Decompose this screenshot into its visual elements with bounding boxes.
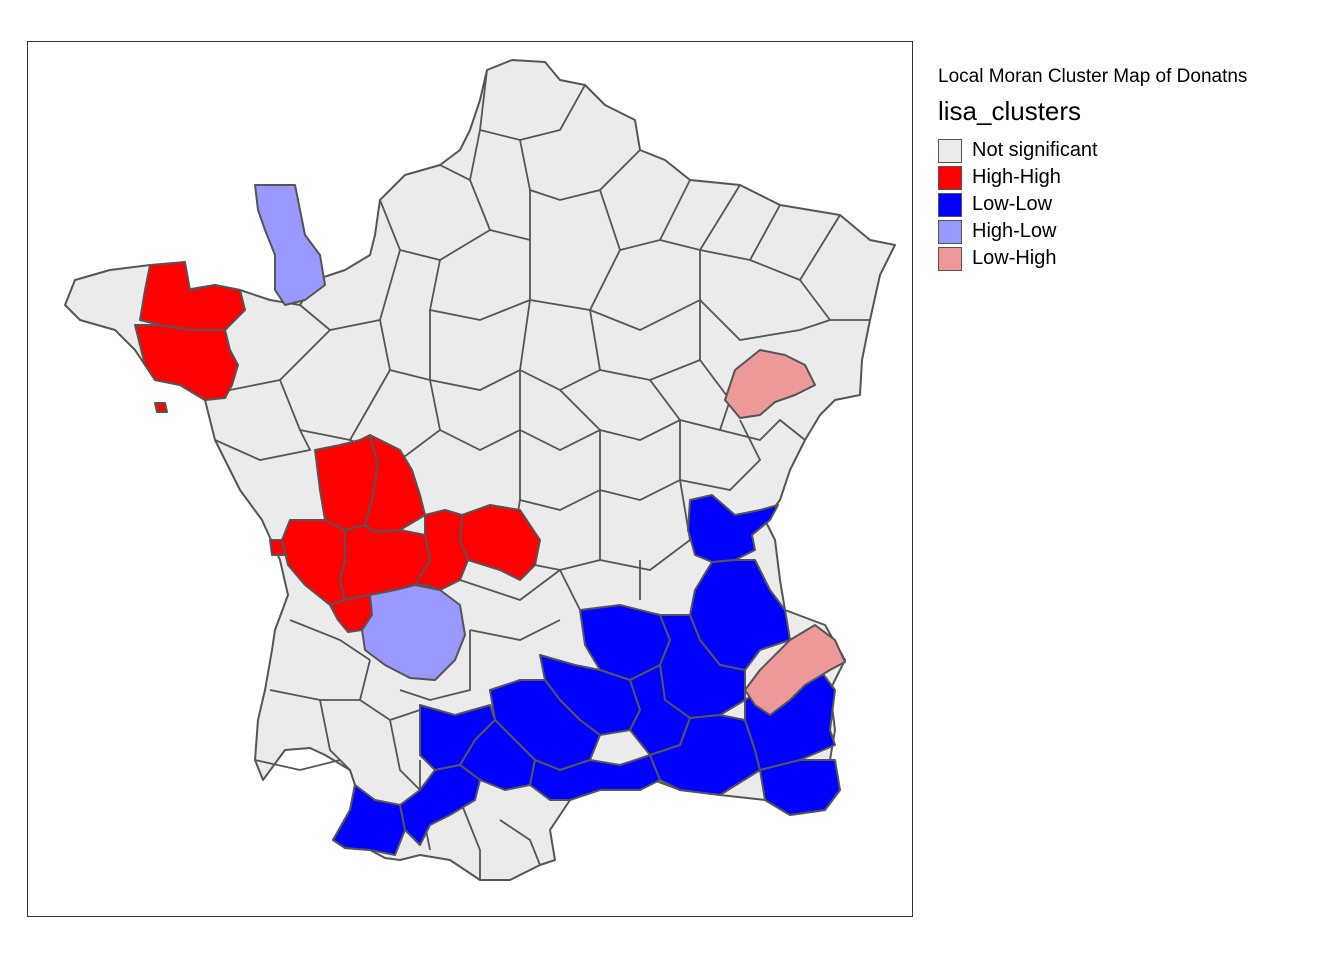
legend-items: Not significant High-High Low-Low High-L… <box>938 137 1247 272</box>
dept-low-low-10 <box>529 754 661 801</box>
dept-low-low-13 <box>759 759 841 816</box>
legend-label: High-Low <box>972 220 1057 242</box>
dept-high-high-1 <box>139 261 246 331</box>
dept-high-high-8 <box>459 504 541 581</box>
map-title: Local Moran Cluster Map of Donatns <box>938 66 1248 87</box>
island-high-high <box>154 402 168 413</box>
legend-label: Low-High <box>972 247 1057 269</box>
dept-low-low-14 <box>332 784 406 856</box>
legend-label: High-High <box>972 166 1061 188</box>
legend-label: Low-Low <box>972 193 1053 215</box>
legend-item-high-low: High-Low <box>938 218 1247 245</box>
dept-high-low-2 <box>361 584 466 681</box>
legend-item-high-high: High-High <box>938 164 1247 191</box>
legend-swatch <box>938 138 962 163</box>
legend-swatch <box>938 246 962 271</box>
legend-variable: lisa_clusters <box>938 96 1082 126</box>
department-borders <box>214 69 870 880</box>
dept-low-high-2 <box>744 624 846 716</box>
legend-item-not-significant: Not significant <box>938 137 1247 164</box>
dept-low-high-1 <box>724 349 816 419</box>
island-high-high-2 <box>269 539 286 556</box>
legend-swatch <box>938 219 962 244</box>
dept-low-low-1 <box>687 494 779 563</box>
legend: Local Moran Cluster Map of Donatns lisa_… <box>938 66 1247 272</box>
legend-item-low-high: Low-High <box>938 245 1247 272</box>
dept-low-low-15 <box>399 764 481 846</box>
dept-high-high-2 <box>134 324 239 401</box>
legend-label: Not significant <box>972 139 1098 161</box>
dept-low-low-4 <box>659 614 746 719</box>
legend-item-low-low: Low-Low <box>938 191 1247 218</box>
legend-swatch <box>938 192 962 217</box>
legend-swatch <box>938 165 962 190</box>
dept-high-low-1 <box>254 184 326 306</box>
map-panel <box>27 41 913 917</box>
dept-high-high-7 <box>414 509 469 591</box>
